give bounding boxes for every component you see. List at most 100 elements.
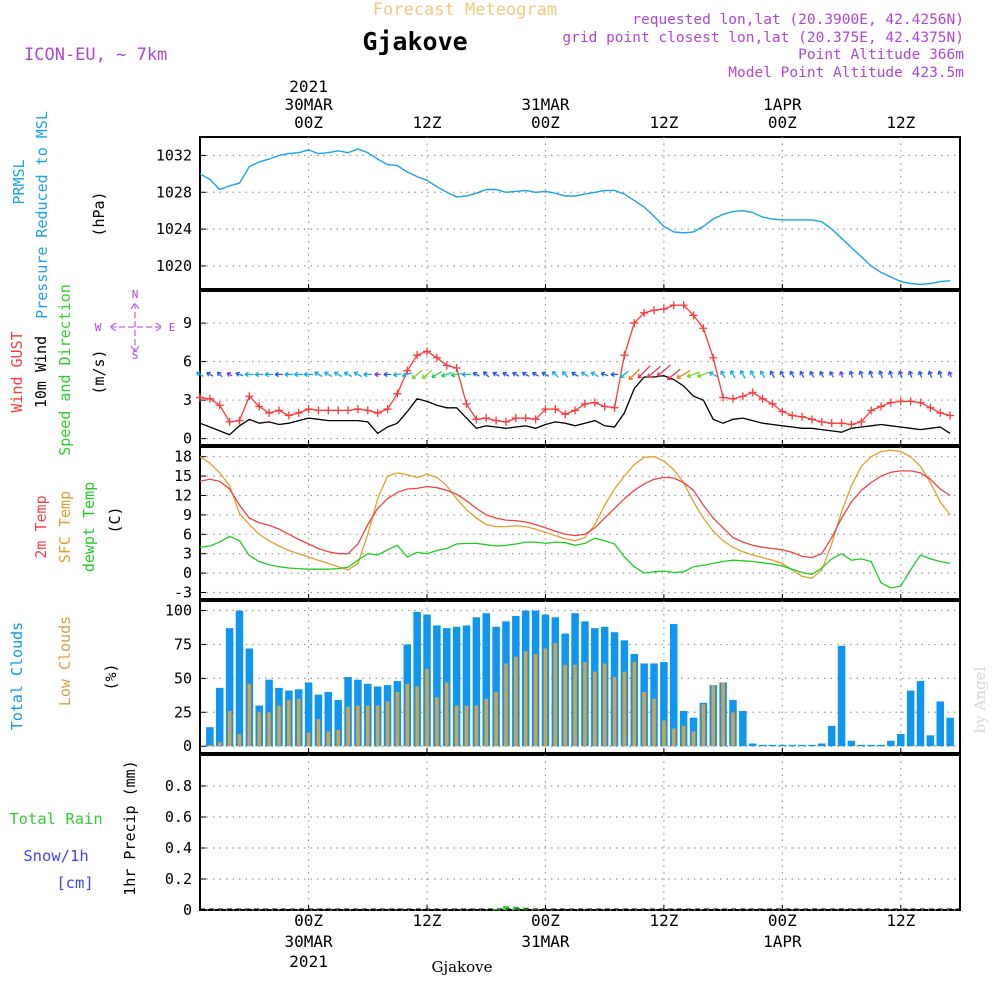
wind-arrow-head: [819, 370, 824, 376]
wind-gust-point-marker: [363, 406, 372, 415]
wind-direction-arrow: [226, 372, 233, 377]
total-clouds-bar: [887, 740, 895, 747]
pressure-panel-frame: [199, 136, 961, 290]
low-clouds-bar: [671, 728, 676, 747]
rain-bar: [493, 909, 500, 911]
wind-arrow-shaft: [551, 371, 559, 378]
wind-direction-arrow: [927, 370, 933, 378]
footer-station-label: Gjakove: [431, 958, 492, 976]
wind-gust-point-marker: [225, 417, 234, 426]
total-clouds-bar: [926, 735, 935, 747]
low-clouds-bar: [425, 668, 429, 747]
low-clouds-bar: [711, 685, 716, 747]
wind-arrow-shaft: [889, 370, 893, 379]
wind-gust-point-marker: [709, 353, 718, 362]
low-clouds-bar: [287, 700, 291, 747]
wind-direction-arrow: [216, 371, 223, 378]
wind-gust-point-marker: [827, 419, 836, 428]
temp-label-dewpt: dewpt Temp: [80, 482, 98, 572]
wind-arrow-head: [216, 371, 222, 377]
wind-arrow-shaft: [676, 370, 691, 379]
wind-arrow-shaft: [656, 364, 671, 377]
wind-arrow-head: [431, 373, 436, 379]
wind-direction-arrow: [401, 372, 413, 378]
wind-arrow-shaft: [740, 370, 746, 379]
precip-y-tick-label: 0.2: [165, 870, 192, 888]
gridpoint-coords-label: grid point closest lon,lat (20.375E, 42.…: [562, 30, 964, 46]
wind-arrow-head: [393, 371, 398, 378]
wind-arrow-shaft: [334, 371, 343, 378]
wind-gust-point-marker: [205, 394, 214, 403]
wind-direction-arrow: [848, 370, 854, 378]
precip-label-cm: [cm]: [56, 874, 93, 892]
clouds-unit-label: (%): [102, 663, 120, 690]
precip-label-snow: Snow/1h: [23, 847, 88, 865]
total-clouds-bar: [857, 744, 866, 747]
temp-panel-frame: [199, 446, 961, 600]
low-clouds-bar: [662, 720, 666, 747]
wind-arrow-head: [333, 371, 339, 377]
wind-arrow-head: [502, 371, 507, 377]
wind-gust-point-marker: [936, 408, 945, 417]
wind-gust-point-marker: [334, 406, 343, 415]
temp-y-tick-label: -3: [174, 584, 192, 602]
wind-gust-point-marker: [196, 393, 204, 402]
wind-panel-frame: [199, 290, 961, 446]
wind-arrow-head: [676, 374, 682, 380]
wind-direction-arrow: [898, 370, 904, 379]
wind-direction-arrow: [590, 371, 599, 378]
wind-direction-arrow: [819, 370, 825, 378]
low-clouds-bar: [642, 691, 646, 747]
total-clouds-bar: [324, 691, 333, 747]
credit-watermark: by Angel: [971, 666, 989, 733]
pressure-y-tick-label: 1024: [156, 220, 192, 238]
total-clouds-bar: [768, 744, 777, 747]
wind-label-direction: Speed and Direction: [56, 284, 74, 456]
wind-arrow-head: [482, 371, 488, 376]
wind-arrow-shaft: [590, 371, 599, 378]
total-clouds-bar: [936, 701, 945, 747]
wind-direction-arrow: [947, 371, 953, 378]
low-clouds-bar: [316, 719, 321, 747]
wind-direction-arrow: [779, 370, 785, 378]
wind-direction-arrow: [759, 370, 766, 379]
precip-y-tick-label: 0.8: [165, 777, 192, 795]
wind-arrow-shaft: [687, 371, 700, 378]
total-clouds-bar: [492, 626, 500, 747]
wind-gust-point-marker: [916, 398, 925, 407]
total-clouds-bar: [916, 681, 925, 747]
low-clouds-bar: [474, 705, 479, 747]
wind-arrow-shaft: [561, 371, 569, 378]
wind-direction-arrow: [472, 371, 480, 377]
total-clouds-bar: [660, 662, 668, 747]
precip-label-rain: Total Rain: [9, 810, 102, 828]
wind-direction-arrow: [441, 371, 453, 378]
wind-direction-arrow: [858, 370, 864, 379]
rain-bar: [503, 906, 509, 910]
wind-arrow-head: [284, 371, 289, 378]
wind-arrow-shaft: [769, 370, 775, 379]
model-altitude-label: Model Point Altitude 423.5m: [728, 65, 964, 81]
low-clouds-bar: [464, 705, 469, 747]
wind-arrow-head: [907, 370, 914, 376]
clouds-y-tick-label: 75: [174, 635, 192, 653]
low-clouds-bar: [543, 648, 548, 747]
wind-arrow-head: [244, 371, 249, 378]
top-time-tick-label: 00Z: [294, 113, 323, 132]
total-clouds-bar: [452, 626, 461, 747]
wind-arrow-head: [303, 371, 308, 378]
wind-direction-arrow: [333, 371, 343, 378]
low-clouds-bar: [652, 698, 656, 747]
wind-arrow-shaft: [697, 371, 710, 378]
wind-gust-point-marker: [472, 415, 481, 424]
wind-arrow-head: [314, 371, 319, 377]
low-clouds-bar: [208, 744, 212, 747]
wind-arrow-head: [759, 370, 765, 375]
wind-arrow-head: [541, 371, 547, 377]
low-clouds-bar: [494, 691, 498, 747]
total-clouds-bar: [906, 690, 915, 747]
low-clouds-bar: [237, 734, 242, 747]
wind-direction-arrow: [551, 370, 559, 378]
wind-arrow-head: [696, 372, 702, 379]
